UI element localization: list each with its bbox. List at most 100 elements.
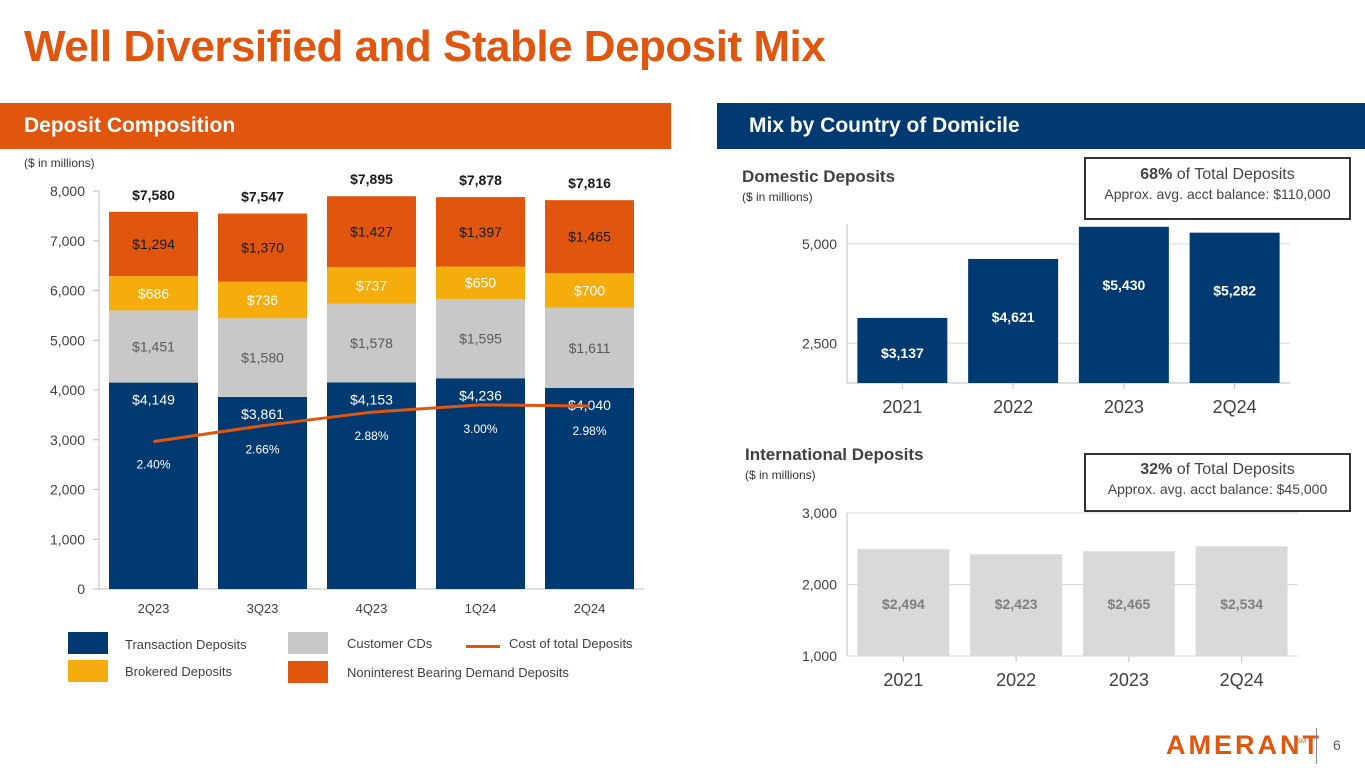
stack-bar-value-label: $650 (465, 275, 496, 291)
bar-y-tick-label: 3,000 (802, 505, 837, 521)
legend-label-brokered: Brokered Deposits (125, 664, 232, 679)
stack-x-tick-label: 2Q23 (138, 601, 170, 616)
stack-y-tick-label: 5,000 (50, 332, 85, 348)
international-heading: International Deposits (745, 445, 924, 464)
stack-bar-value-label: $1,580 (241, 350, 284, 366)
bar-x-tick-label: 2023 (1104, 397, 1144, 417)
stack-bar-value-label: $1,370 (241, 240, 284, 256)
stack-y-tick-label: 6,000 (50, 283, 85, 299)
domestic-heading: Domestic Deposits (742, 167, 896, 186)
bar-value-label: $2,423 (995, 596, 1038, 612)
stack-x-tick-label: 2Q24 (574, 601, 606, 616)
bar-2022 (970, 554, 1063, 656)
stack-bar-orange (436, 197, 525, 267)
stack-bar-value-label: $1,595 (459, 331, 502, 347)
bar-2023 (1082, 551, 1175, 656)
bar-x-tick-label: 2022 (993, 397, 1033, 417)
stack-bar-gray (545, 307, 634, 389)
stack-total-label: $7,878 (459, 172, 502, 188)
bar-y-tick-label: 2,000 (802, 577, 837, 593)
cost-line-value-label: 2.66% (245, 443, 279, 457)
international-callout-text: of Total Deposits (1172, 461, 1295, 478)
bar-x-tick-label: 2023 (1109, 670, 1149, 690)
international-units: ($ in millions) (745, 468, 816, 482)
stack-total-label: $7,547 (241, 189, 284, 205)
stack-bar-navy (545, 388, 634, 589)
amerant-logo: AMERANT (1166, 730, 1322, 760)
stack-bar-value-label: $4,149 (132, 392, 175, 408)
country-mix-banner: Mix by Country of Domicile (717, 103, 1365, 149)
legend-label-transaction: Transaction Deposits (125, 637, 247, 652)
cost-line-value-label: 2.98% (572, 424, 606, 438)
stack-x-tick-label: 1Q24 (465, 601, 497, 616)
legend-swatch-cds (288, 632, 328, 654)
stack-y-tick-label: 3,000 (50, 432, 85, 448)
bar-value-label: $4,621 (992, 309, 1035, 325)
bar-y-tick-label: 1,000 (802, 648, 837, 664)
bar-2Q24 (1195, 546, 1288, 656)
stack-bar-value-label: $686 (138, 285, 169, 301)
legend-line-cost (466, 645, 500, 648)
cost-line-value-label: 2.40% (136, 458, 170, 472)
bar-2Q24 (1189, 232, 1280, 383)
bar-2021 (857, 317, 948, 383)
legend-label-cds: Customer CDs (347, 636, 433, 651)
stack-bar-value-label: $736 (247, 292, 278, 308)
stack-y-tick-label: 4,000 (50, 382, 85, 398)
bar-value-label: $2,494 (882, 596, 925, 612)
domestic-units: ($ in millions) (742, 190, 813, 204)
stack-bar-value-label: $1,427 (350, 224, 393, 240)
bar-y-tick-label: 2,500 (802, 335, 837, 351)
stack-bar-value-label: $1,578 (350, 335, 393, 351)
logo-service-mark: SM (1297, 739, 1306, 745)
stack-bar-navy (109, 382, 198, 589)
stack-bar-gray (218, 318, 307, 397)
bar-y-tick-label: 5,000 (802, 236, 837, 252)
legend-label-nib: Noninterest Bearing Demand Deposits (347, 665, 569, 680)
stack-bar-gold (545, 273, 634, 308)
cost-of-deposits-line (153, 403, 590, 444)
stack-y-tick-label: 1,000 (50, 531, 85, 547)
bar-x-tick-label: 2Q24 (1220, 670, 1264, 690)
stack-bar-gray (327, 303, 416, 383)
international-callout-pct: 32% (1140, 461, 1173, 478)
stack-bar-value-label: $1,451 (132, 338, 175, 354)
stack-bar-gold (218, 281, 307, 319)
left-units-label: ($ in millions) (24, 156, 95, 170)
page-number: 6 (1333, 737, 1341, 753)
stack-bar-value-label: $1,294 (132, 236, 175, 252)
stack-x-tick-label: 4Q23 (356, 601, 388, 616)
bar-x-tick-label: 2021 (882, 397, 922, 417)
stack-bar-value-label: $1,611 (569, 340, 611, 356)
bar-value-label: $3,137 (881, 345, 924, 361)
stack-y-tick-label: 2,000 (50, 482, 85, 498)
bar-2023 (1078, 226, 1169, 383)
domestic-callout-pct: 68% (1140, 166, 1173, 183)
stack-bar-value-label: $700 (574, 282, 605, 298)
international-callout: 32% of Total Deposits Approx. avg. acct … (1084, 453, 1351, 512)
legend-swatch-transaction (68, 632, 108, 654)
bar-2021 (857, 549, 950, 656)
bar-value-label: $5,282 (1213, 283, 1256, 299)
stack-bar-orange (218, 213, 307, 282)
stack-total-label: $7,580 (132, 187, 175, 203)
cost-line-value-label: 3.00% (463, 422, 497, 436)
domestic-callout-balance: Approx. avg. acct balance: $110,000 (1104, 186, 1331, 202)
bar-value-label: $2,465 (1107, 596, 1150, 612)
stack-bar-value-label: $1,465 (568, 229, 611, 245)
stack-bar-value-label: $4,236 (459, 387, 502, 403)
stack-bar-gold (327, 267, 416, 304)
footer-divider (1316, 728, 1317, 764)
stack-x-tick-label: 3Q23 (247, 601, 279, 616)
bar-2022 (968, 258, 1059, 383)
deposit-composition-banner: Deposit Composition (0, 103, 671, 149)
stack-bar-value-label: $4,040 (568, 397, 611, 413)
cost-line-value-label: 2.88% (354, 429, 388, 443)
bar-value-label: $5,430 (1102, 277, 1145, 293)
bar-value-label: $2,534 (1220, 596, 1263, 612)
stack-y-tick-label: 8,000 (50, 183, 85, 199)
stack-bar-gray (109, 310, 198, 383)
stack-total-label: $7,816 (568, 175, 611, 191)
stack-bar-orange (327, 196, 416, 268)
